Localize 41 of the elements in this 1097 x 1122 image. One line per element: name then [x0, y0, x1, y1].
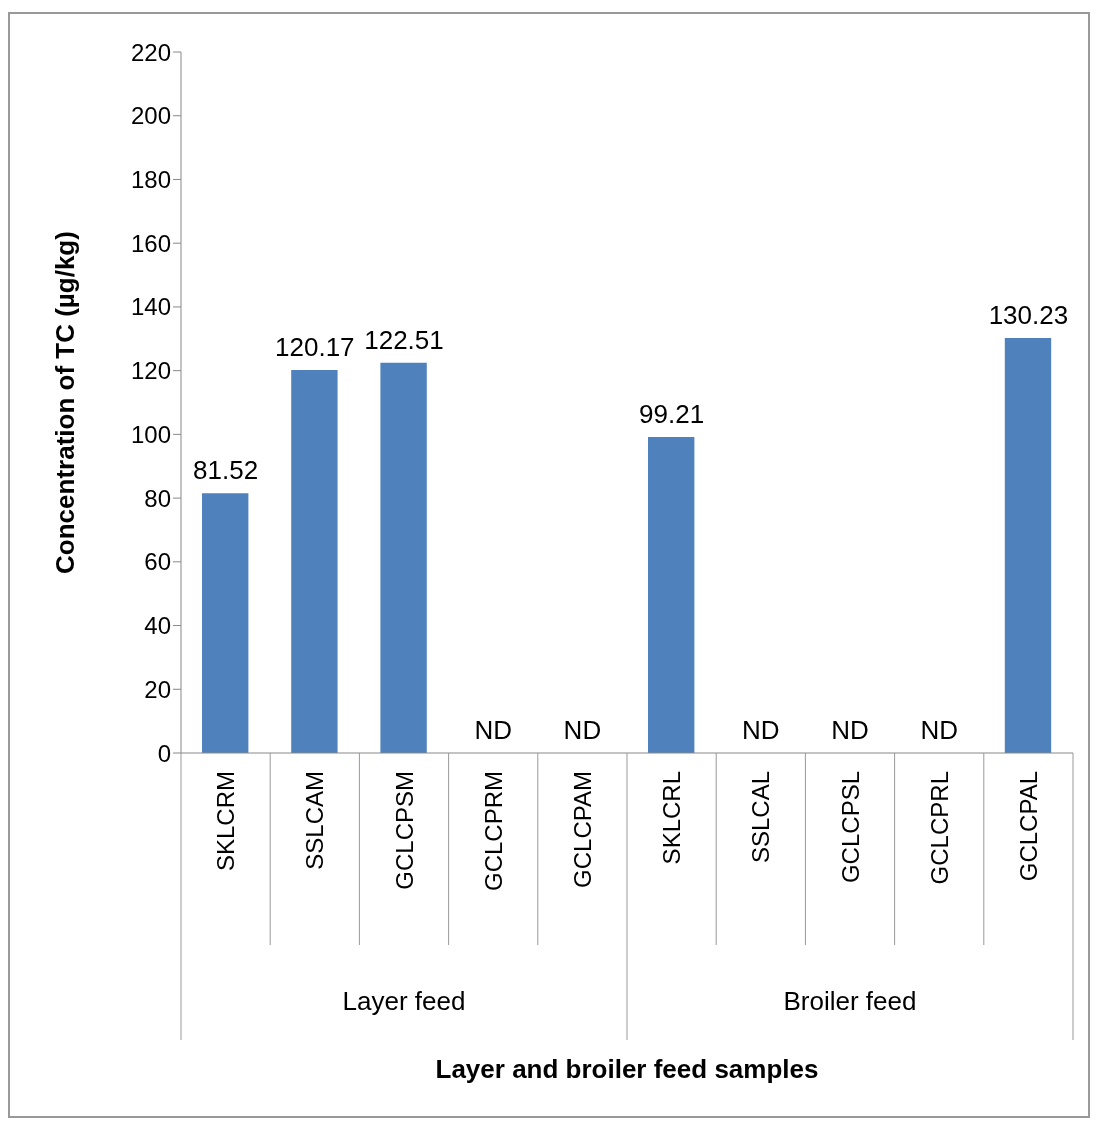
bar — [380, 362, 427, 753]
x-tick-label: SKLCRL — [658, 771, 686, 865]
bar — [1004, 338, 1052, 753]
y-tick-label: 0 — [157, 739, 171, 767]
text: Broiler feed — [783, 986, 917, 1016]
text: ND — [474, 715, 512, 745]
data-label: 81.52 — [193, 455, 259, 486]
y-tick-label: 200 — [130, 102, 171, 130]
x-tick-label: GCLCPSM — [390, 771, 418, 890]
y-tick-label: 20 — [144, 675, 171, 703]
x-tick-label: GCLCPAM — [568, 771, 596, 888]
text: Layer and broiler feed samples — [435, 1054, 819, 1084]
x-tick-label: GCLCPSL — [836, 771, 864, 884]
x-tick-label: GCLCPRL — [925, 771, 953, 885]
y-tick-label: 120 — [130, 357, 171, 385]
y-tick-label: 60 — [144, 548, 171, 576]
text: ND — [742, 715, 780, 745]
x-tick-label: GCLCPRM — [479, 771, 507, 892]
data-label: 120.17 — [275, 332, 355, 363]
bar — [291, 370, 338, 753]
x-tick-label: SSLCAL — [747, 771, 775, 864]
data-label: 99.21 — [639, 398, 705, 429]
text: ND — [831, 715, 869, 745]
bar — [202, 493, 249, 753]
y-tick-label: 100 — [130, 420, 171, 448]
text: ND — [920, 715, 958, 745]
x-tick-label: SSLCAM — [301, 771, 329, 870]
y-tick-label: 80 — [144, 484, 171, 512]
y-tick-label: 220 — [130, 38, 171, 66]
y-tick-label: 140 — [130, 293, 171, 321]
data-label: 122.51 — [364, 324, 444, 355]
text: ND — [563, 715, 602, 745]
x-tick-label: SKLCRM — [212, 771, 240, 872]
text: Layer feed — [342, 986, 466, 1016]
y-tick-label: 160 — [130, 229, 171, 257]
bar — [648, 436, 695, 753]
x-tick-label: GCLCPAL — [1014, 771, 1042, 882]
y-tick-label: 180 — [130, 165, 171, 193]
y-tick-label: 40 — [144, 612, 171, 640]
data-label: 130.23 — [988, 300, 1069, 331]
y-axis-title: Concentration of TC (µg/kg) — [50, 231, 80, 574]
